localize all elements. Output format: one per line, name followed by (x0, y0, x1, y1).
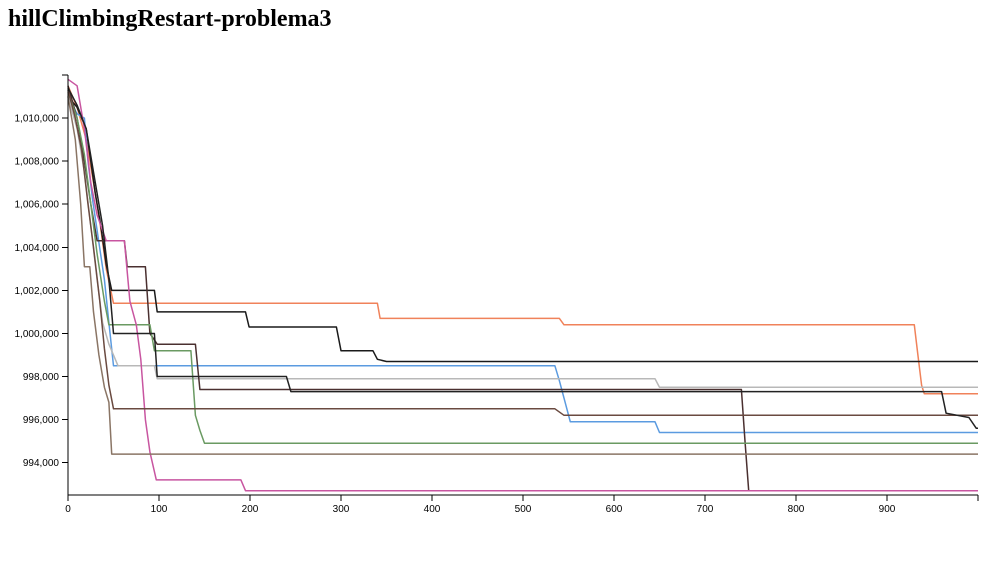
series-line-3 (67, 96, 978, 434)
x-tick-label: 700 (697, 504, 714, 515)
series-line-8 (67, 96, 978, 455)
y-tick-label: 1,000,000 (15, 329, 60, 340)
x-tick-label: 200 (242, 504, 259, 515)
series-layer (67, 78, 978, 492)
x-tick-label: 0 (65, 504, 71, 515)
y-tick-label: 1,008,000 (15, 157, 60, 168)
y-tick-label: 996,000 (23, 415, 60, 426)
y-tick-label: 998,000 (23, 372, 60, 383)
x-tick-label: 500 (515, 504, 532, 515)
axis-layer: 994,000 996,000 998,000 1,000,000 1,002,000 1… (15, 74, 979, 515)
x-tick-label: 300 (333, 504, 350, 515)
x-tick-label: 800 (788, 504, 805, 515)
x-tick-label: 400 (424, 504, 441, 515)
series-line-5 (67, 85, 978, 492)
series-line-2 (67, 96, 978, 363)
series-line-4 (67, 96, 978, 389)
series-line-1 (67, 85, 978, 395)
y-tick-label: 1,002,000 (15, 286, 60, 297)
series-line-9 (67, 89, 978, 417)
x-tick-label: 100 (151, 504, 168, 515)
y-tick-label: 1,010,000 (15, 114, 60, 125)
y-tick-label: 1,004,000 (15, 243, 60, 254)
y-tick-label: 994,000 (23, 458, 60, 469)
x-tick-label: 600 (606, 504, 623, 515)
series-line-6 (67, 91, 978, 445)
x-tick-label: 900 (879, 504, 896, 515)
page-title: hillClimbingRestart-problema3 (8, 6, 332, 32)
series-line-10 (67, 87, 978, 429)
y-tick-label: 1,006,000 (15, 200, 60, 211)
series-line-7 (67, 78, 978, 492)
